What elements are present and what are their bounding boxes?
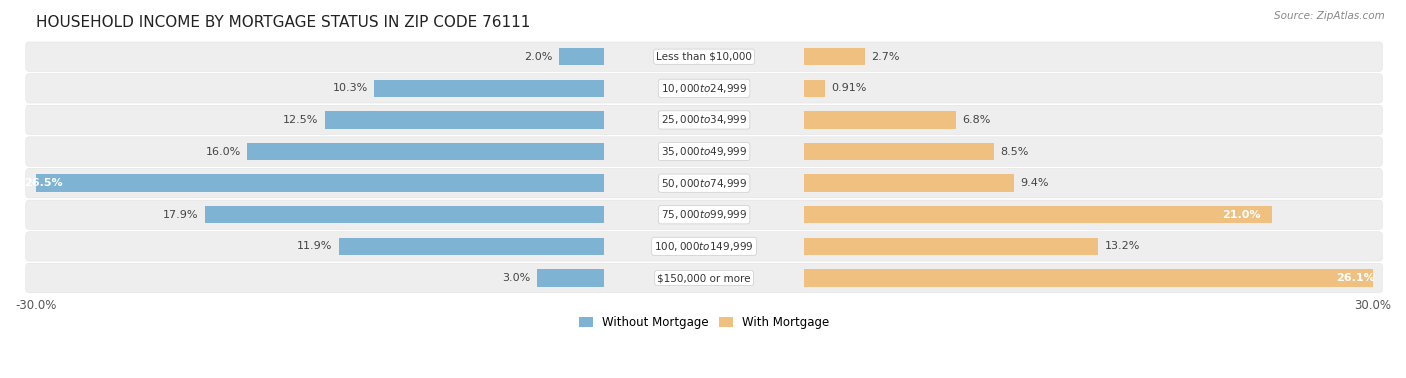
Bar — [247, 143, 603, 160]
Bar — [804, 143, 994, 160]
Bar — [205, 206, 603, 223]
Text: 17.9%: 17.9% — [163, 210, 198, 220]
FancyBboxPatch shape — [25, 169, 1382, 198]
Text: 6.8%: 6.8% — [963, 115, 991, 125]
Text: 0.91%: 0.91% — [831, 83, 866, 93]
Text: 13.2%: 13.2% — [1105, 242, 1140, 251]
Bar — [804, 80, 825, 97]
Text: 2.7%: 2.7% — [872, 52, 900, 62]
Bar — [804, 270, 1386, 287]
Text: 16.0%: 16.0% — [205, 147, 240, 156]
Text: Less than $10,000: Less than $10,000 — [657, 52, 752, 62]
Bar — [374, 80, 603, 97]
Bar — [804, 206, 1272, 223]
Text: $50,000 to $74,999: $50,000 to $74,999 — [661, 177, 747, 190]
FancyBboxPatch shape — [25, 137, 1382, 166]
Bar — [804, 111, 956, 129]
Bar — [804, 175, 1014, 192]
Text: 26.5%: 26.5% — [24, 178, 63, 188]
Text: 10.3%: 10.3% — [332, 83, 367, 93]
Text: 2.0%: 2.0% — [524, 52, 553, 62]
Bar — [804, 48, 865, 65]
Bar — [537, 270, 603, 287]
Bar — [14, 175, 603, 192]
Text: $10,000 to $24,999: $10,000 to $24,999 — [661, 82, 747, 95]
FancyBboxPatch shape — [25, 232, 1382, 261]
Text: 9.4%: 9.4% — [1021, 178, 1049, 188]
Text: HOUSEHOLD INCOME BY MORTGAGE STATUS IN ZIP CODE 76111: HOUSEHOLD INCOME BY MORTGAGE STATUS IN Z… — [35, 15, 530, 30]
Text: 8.5%: 8.5% — [1001, 147, 1029, 156]
Text: $100,000 to $149,999: $100,000 to $149,999 — [654, 240, 754, 253]
Bar — [339, 238, 603, 255]
FancyBboxPatch shape — [25, 42, 1382, 71]
Bar — [560, 48, 603, 65]
Text: 11.9%: 11.9% — [297, 242, 332, 251]
Text: 3.0%: 3.0% — [502, 273, 530, 283]
FancyBboxPatch shape — [25, 263, 1382, 293]
Bar — [804, 238, 1098, 255]
FancyBboxPatch shape — [25, 200, 1382, 229]
Text: $150,000 or more: $150,000 or more — [658, 273, 751, 283]
Text: $25,000 to $34,999: $25,000 to $34,999 — [661, 113, 747, 126]
Legend: Without Mortgage, With Mortgage: Without Mortgage, With Mortgage — [574, 311, 834, 333]
Text: 12.5%: 12.5% — [283, 115, 319, 125]
Text: $35,000 to $49,999: $35,000 to $49,999 — [661, 145, 747, 158]
Text: Source: ZipAtlas.com: Source: ZipAtlas.com — [1274, 11, 1385, 21]
Text: $75,000 to $99,999: $75,000 to $99,999 — [661, 208, 747, 221]
Bar — [325, 111, 603, 129]
FancyBboxPatch shape — [25, 105, 1382, 135]
FancyBboxPatch shape — [25, 74, 1382, 103]
Text: 21.0%: 21.0% — [1223, 210, 1261, 220]
Text: 26.1%: 26.1% — [1336, 273, 1375, 283]
